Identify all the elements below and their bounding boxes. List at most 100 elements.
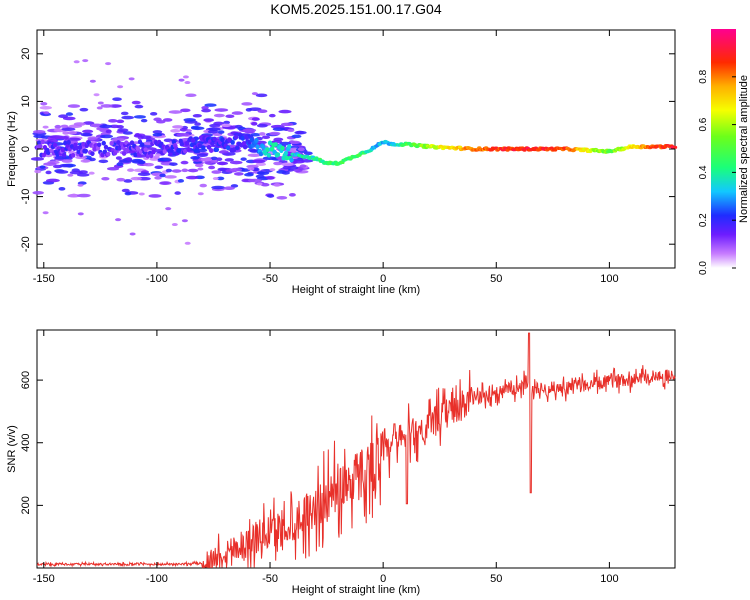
heatmap-ridge-cell: [240, 136, 246, 141]
heatmap-ridge-cell: [225, 145, 231, 151]
heatmap-ridge-cell: [289, 157, 294, 163]
heatmap-cell: [42, 211, 49, 215]
heatmap-cell: [58, 187, 66, 191]
heatmap-cell: [257, 109, 268, 114]
heatmap-cell: [39, 105, 52, 110]
heatmap-cell: [123, 179, 133, 183]
heatmap-cell: [76, 193, 91, 198]
heatmap-cell: [129, 232, 136, 236]
heatmap-cell: [197, 148, 208, 153]
heatmap-cell: [43, 162, 57, 166]
heatmap-ridge-cell: [284, 155, 290, 161]
heatmap-ytick-label: 20: [20, 48, 32, 60]
heatmap-ridge-cell: [231, 147, 237, 153]
heatmap-cell: [55, 135, 69, 140]
heatmap-cell: [244, 172, 254, 177]
heatmap-cell: [73, 60, 80, 64]
heatmap-ridge-cell: [255, 144, 260, 150]
heatmap-cell: [70, 193, 77, 197]
heatmap-cell: [179, 127, 188, 132]
heatmap-cell: [258, 132, 266, 136]
heatmap-cell: [281, 162, 294, 167]
heatmap-cell: [134, 104, 144, 109]
heatmap-ridge-cell: [185, 140, 190, 146]
heatmap-cell: [214, 108, 229, 112]
heatmap-ridge-cell: [151, 149, 156, 155]
heatmap-cell: [171, 223, 178, 227]
heatmap-cell: [98, 159, 109, 164]
heatmap-cell: [164, 175, 177, 179]
heatmap-cell: [185, 93, 197, 98]
heatmap-cell: [255, 162, 267, 167]
heatmap-cell: [199, 183, 207, 188]
heatmap-cell: [208, 165, 216, 170]
heatmap-cell: [204, 103, 217, 107]
heatmap-cell: [249, 149, 259, 153]
heatmap-cell: [150, 112, 158, 116]
heatmap-cell: [105, 62, 112, 66]
heatmap-cell: [257, 171, 265, 175]
heatmap-cell: [223, 186, 235, 191]
heatmap-ridge-cell: [70, 152, 76, 158]
heatmap-ridge-cell: [83, 148, 88, 154]
heatmap-cell: [216, 176, 225, 181]
heatmap-cell: [262, 156, 277, 161]
heatmap-cell: [61, 159, 73, 163]
heatmap-ridge-cell: [275, 152, 281, 158]
heatmap-ridge-cell: [244, 135, 249, 140]
heatmap-cell: [154, 176, 162, 180]
colorbar-ticks: 0.0 0.2 0.4 0.6 0.8: [698, 69, 736, 275]
heatmap-cell: [172, 125, 184, 129]
snr-axes: -150 -100 -50 0 50 100 200 400 600: [20, 330, 675, 585]
heatmap-cell: [58, 114, 68, 119]
heatmap-cell: [194, 122, 201, 126]
heatmap-ridge-cell: [179, 141, 184, 147]
heatmap-cell: [178, 78, 185, 82]
heatmap-cell: [218, 150, 229, 154]
heatmap-cell: [185, 175, 199, 180]
heatmap-ridge-cell: [190, 138, 196, 143]
heatmap-cell: [240, 157, 247, 161]
heatmap-cell: [67, 137, 81, 142]
heatmap-cell: [159, 181, 170, 185]
heatmap-cell: [288, 140, 301, 145]
heatmap-ridge-cell: [61, 152, 67, 158]
heatmap-cell: [154, 153, 161, 157]
heatmap-cell: [191, 126, 205, 131]
heatmap-cell: [184, 241, 191, 245]
colorbar-tick-label: 0.0: [698, 261, 709, 275]
heatmap-cell: [251, 117, 260, 121]
snr-x-axis-label: Height of straight line (km): [292, 584, 420, 596]
heatmap-cell: [183, 118, 196, 122]
heatmap-cell: [45, 178, 60, 183]
heatmap-ridge-cell: [46, 150, 51, 156]
heatmap-cell: [125, 157, 133, 161]
heatmap-cell: [82, 121, 95, 125]
heatmap-cell: [43, 111, 50, 115]
snr-ytick-label: 200: [20, 496, 32, 514]
heatmap-cell: [208, 127, 221, 131]
heatmap-cell: [233, 172, 244, 176]
snr-xtick-label: 100: [600, 573, 618, 585]
heatmap-cell: [242, 128, 257, 133]
heatmap-ridge-cell: [162, 149, 168, 154]
heatmap-ridge-cell: [233, 134, 239, 140]
snr-panel: -150 -100 -50 0 50 100 200 400 600 Height of str…: [6, 329, 676, 596]
heatmap-ridge-cell: [81, 141, 86, 147]
heatmap-ridge-cell: [149, 153, 154, 159]
heatmap-cell: [170, 129, 181, 133]
heatmap-ridge-cell: [273, 142, 278, 147]
heatmap-cell: [127, 168, 135, 172]
heatmap-cell: [99, 124, 113, 129]
heatmap-cell: [55, 170, 69, 174]
heatmap-cell: [248, 178, 262, 183]
heatmap-cell: [248, 107, 262, 112]
heatmap-cell: [200, 157, 213, 162]
heatmap-cell: [273, 137, 284, 142]
heatmap-cell: [108, 119, 118, 123]
heatmap-cell: [181, 219, 188, 223]
heatmap-cell: [76, 173, 90, 177]
snr-xtick-label: -150: [33, 573, 55, 585]
heatmap-ridge-cell: [201, 145, 206, 151]
heatmap-marks: [30, 59, 678, 245]
